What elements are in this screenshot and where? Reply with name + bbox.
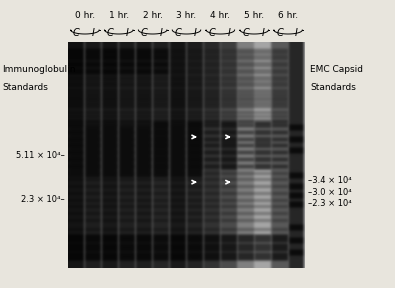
Text: C: C [107,28,114,38]
Text: 4 hr.: 4 hr. [211,11,230,20]
Text: C: C [175,28,181,38]
Text: I: I [126,28,129,38]
Text: C: C [141,28,148,38]
Text: –2.3 × 10⁴: –2.3 × 10⁴ [308,199,352,208]
Text: –3.0 × 10⁴: –3.0 × 10⁴ [308,188,352,197]
Text: 6 hr.: 6 hr. [278,11,298,20]
Text: 1 hr.: 1 hr. [109,11,129,20]
Text: 2.3 × 10⁴–: 2.3 × 10⁴– [21,195,65,204]
Text: –3.4 × 10⁴: –3.4 × 10⁴ [308,177,352,185]
Text: 0 hr.: 0 hr. [75,11,95,20]
Text: Immunoglobulin: Immunoglobulin [2,65,75,74]
Text: 3 hr.: 3 hr. [177,11,197,20]
Text: I: I [160,28,163,38]
Text: Standards: Standards [2,83,48,92]
Text: C: C [243,28,249,38]
Text: I: I [194,28,196,38]
Text: C: C [276,28,283,38]
Text: Standards: Standards [310,83,356,92]
Text: I: I [261,28,264,38]
Text: EMC Capsid: EMC Capsid [310,65,363,74]
Text: 2 hr.: 2 hr. [143,11,163,20]
Text: I: I [295,28,298,38]
Text: 5.11 × 10⁴–: 5.11 × 10⁴– [16,151,65,160]
Text: 5 hr.: 5 hr. [244,11,264,20]
Text: I: I [228,28,230,38]
Text: I: I [92,28,95,38]
Text: C: C [209,28,215,38]
Text: C: C [73,28,80,38]
